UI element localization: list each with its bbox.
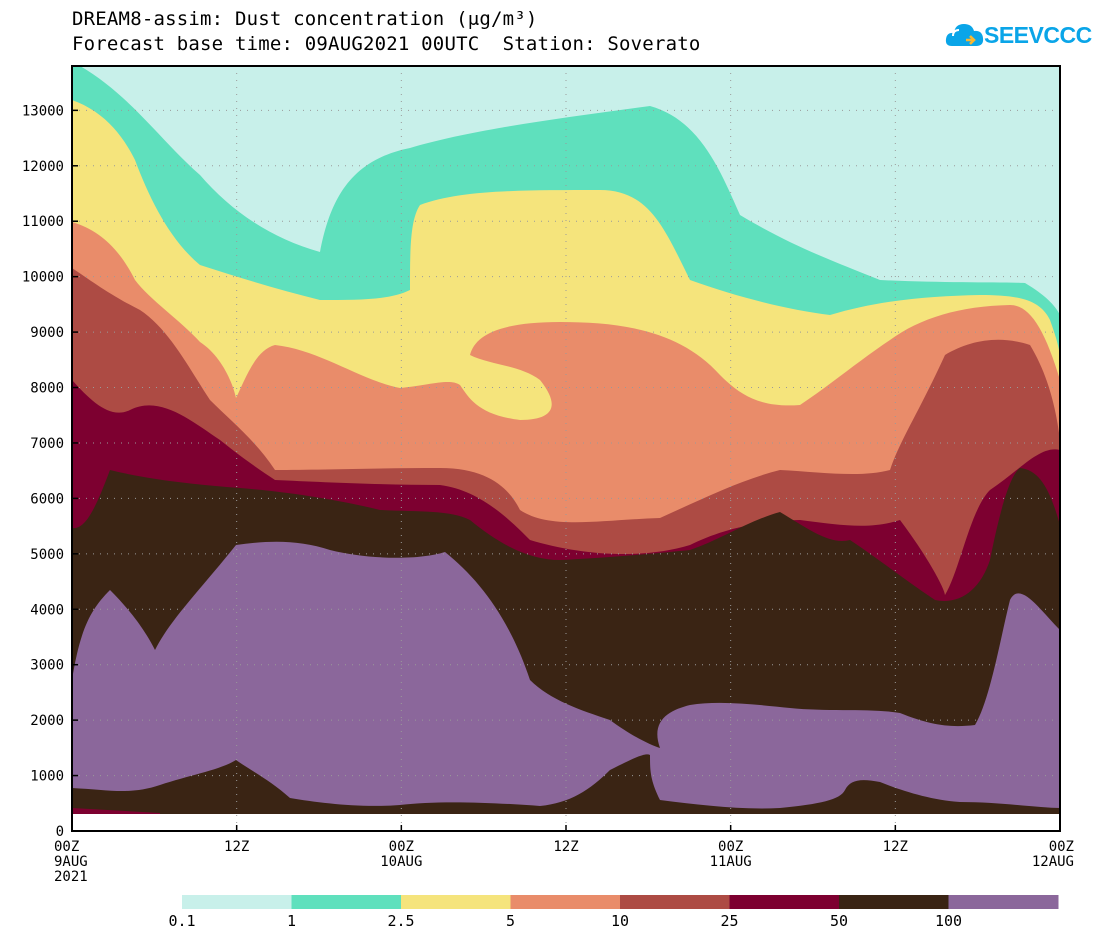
y-tick-label: 5000 bbox=[30, 547, 64, 563]
colorbar-label: 25 bbox=[720, 912, 738, 930]
colorbar: 0.1 1 2.5 5 10 25 50 100 bbox=[168, 895, 1059, 930]
y-tick-label: 12000 bbox=[22, 159, 64, 175]
y-tick-label: 0 bbox=[56, 824, 64, 840]
x-tick-label: 00Z bbox=[389, 839, 414, 855]
colorbar-label: 5 bbox=[506, 912, 515, 930]
y-tick-label: 3000 bbox=[30, 658, 64, 674]
x-tick-label: 10AUG bbox=[380, 854, 422, 870]
y-tick-label: 9000 bbox=[30, 325, 64, 341]
x-tick-label: 9AUG bbox=[54, 854, 88, 870]
colorbar-swatch bbox=[839, 895, 949, 909]
y-tick-label: 8000 bbox=[30, 381, 64, 397]
band-100 bbox=[72, 541, 1060, 816]
seevccc-logo: SEEVCCC bbox=[944, 16, 1104, 60]
x-tick-label: 12Z bbox=[224, 839, 249, 855]
colorbar-label: 50 bbox=[830, 912, 848, 930]
colorbar-swatch bbox=[620, 895, 730, 909]
y-tick-label: 10000 bbox=[22, 270, 64, 286]
chart-subtitle: Forecast base time: 09AUG2021 00UTC Stat… bbox=[72, 33, 701, 55]
band-50-lower bbox=[72, 754, 1060, 816]
colorbar-label: 10 bbox=[611, 912, 629, 930]
colorbar-swatch bbox=[729, 895, 840, 909]
y-tick-label: 13000 bbox=[22, 103, 64, 119]
y-axis: 0 1000 2000 3000 4000 5000 6000 7000 8000 9000 100… bbox=[22, 103, 78, 840]
colorbar-label: 1 bbox=[287, 912, 296, 930]
y-tick-label: 6000 bbox=[30, 491, 64, 507]
y-tick-label: 11000 bbox=[22, 214, 64, 230]
x-tick-label: 12Z bbox=[553, 839, 578, 855]
colorbar-swatch bbox=[291, 895, 402, 909]
colorbar-label: 0.1 bbox=[168, 912, 195, 930]
x-tick-label: 00Z bbox=[718, 839, 743, 855]
y-tick-label: 4000 bbox=[30, 602, 64, 618]
logo-text: SEEVCCC bbox=[984, 22, 1092, 48]
colorbar-swatch bbox=[182, 895, 292, 909]
x-tick-label: 12AUG bbox=[1032, 854, 1074, 870]
colorbar-swatch bbox=[401, 895, 511, 909]
x-tick-label: 00Z bbox=[54, 839, 79, 855]
x-tick-label: 12Z bbox=[883, 839, 908, 855]
grid-lines bbox=[72, 66, 1060, 831]
y-tick-label: 2000 bbox=[30, 713, 64, 729]
cloud-icon bbox=[945, 24, 984, 46]
y-tick-label: 1000 bbox=[30, 769, 64, 785]
x-tick-label: 2021 bbox=[54, 869, 88, 885]
x-tick-label: 11AUG bbox=[710, 854, 752, 870]
y-tick-label: 7000 bbox=[30, 436, 64, 452]
colorbar-swatch bbox=[948, 895, 1059, 909]
chart-title: DREAM8-assim: Dust concentration (μg/m³) bbox=[72, 8, 538, 30]
colorbar-label: 100 bbox=[935, 912, 962, 930]
colorbar-label: 2.5 bbox=[387, 912, 414, 930]
colorbar-swatch bbox=[510, 895, 621, 909]
x-tick-label: 00Z bbox=[1049, 839, 1074, 855]
